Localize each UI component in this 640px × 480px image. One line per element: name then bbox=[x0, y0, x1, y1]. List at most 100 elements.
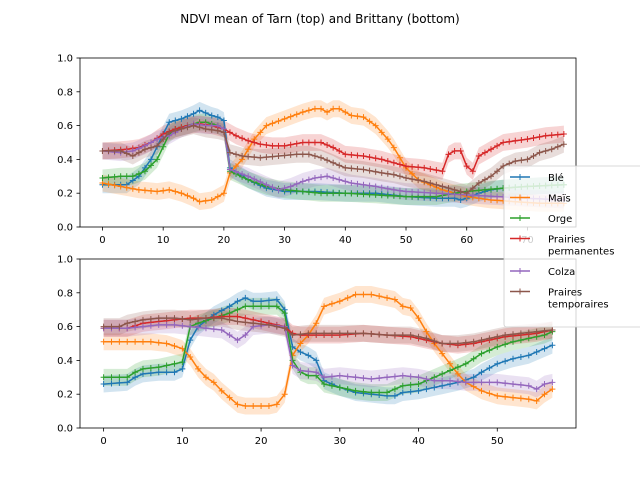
data-point bbox=[210, 326, 217, 333]
data-point bbox=[366, 154, 373, 161]
data-point bbox=[148, 156, 155, 163]
data-point bbox=[196, 107, 203, 114]
data-point bbox=[390, 171, 397, 178]
data-point bbox=[403, 188, 410, 195]
data-point bbox=[478, 387, 485, 394]
data-point bbox=[305, 189, 312, 196]
data-point bbox=[378, 184, 385, 191]
data-point bbox=[297, 367, 304, 374]
data-point bbox=[321, 330, 328, 337]
data-point bbox=[360, 114, 367, 121]
data-point bbox=[234, 318, 241, 325]
data-point bbox=[111, 182, 118, 189]
data-point bbox=[486, 365, 493, 372]
data-point bbox=[263, 122, 270, 129]
data-point bbox=[218, 315, 225, 322]
y-tick-label: 0.2 bbox=[57, 189, 73, 200]
data-point bbox=[470, 374, 477, 381]
data-point bbox=[275, 142, 282, 149]
data-point bbox=[488, 193, 495, 200]
data-point bbox=[391, 373, 398, 380]
data-point bbox=[533, 397, 540, 404]
data-point bbox=[409, 170, 416, 177]
data-point bbox=[163, 362, 170, 369]
data-point bbox=[226, 166, 233, 173]
data-point bbox=[299, 109, 306, 116]
data-point bbox=[135, 149, 142, 156]
data-point bbox=[116, 374, 123, 381]
y-tick-label: 0.4 bbox=[57, 356, 73, 367]
data-point bbox=[336, 298, 343, 305]
y-tick-label: 1.0 bbox=[57, 255, 73, 266]
data-point bbox=[116, 338, 123, 345]
data-point bbox=[348, 190, 355, 197]
series-band-2 bbox=[102, 113, 564, 205]
data-point bbox=[178, 190, 185, 197]
data-point bbox=[210, 379, 217, 386]
data-point bbox=[396, 173, 403, 180]
data-point bbox=[330, 190, 337, 197]
data-point bbox=[305, 151, 312, 158]
data-point bbox=[510, 394, 517, 401]
data-point bbox=[541, 345, 548, 352]
axes-frame bbox=[79, 258, 577, 429]
y-tick-label: 0.2 bbox=[57, 390, 73, 401]
data-point bbox=[415, 381, 422, 388]
data-point bbox=[463, 190, 470, 197]
data-point bbox=[234, 306, 241, 313]
data-point bbox=[179, 315, 186, 322]
data-point bbox=[431, 337, 438, 344]
data-point bbox=[494, 343, 501, 350]
data-point bbox=[376, 293, 383, 300]
data-point bbox=[475, 180, 482, 187]
data-point bbox=[187, 354, 194, 361]
data-point bbox=[218, 387, 225, 394]
data-point bbox=[265, 321, 272, 328]
data-point bbox=[439, 377, 446, 384]
data-point bbox=[390, 144, 397, 151]
data-point bbox=[390, 159, 397, 166]
data-point bbox=[141, 146, 148, 153]
y-tick-label: 1.0 bbox=[57, 54, 73, 65]
data-point bbox=[462, 339, 469, 346]
data-point bbox=[233, 168, 240, 175]
y-tick-label: 0.0 bbox=[57, 223, 73, 234]
legend-marker bbox=[517, 194, 523, 201]
data-point bbox=[330, 105, 337, 112]
data-point bbox=[160, 136, 167, 143]
data-point bbox=[354, 180, 361, 187]
data-point bbox=[342, 109, 349, 116]
axes-frame bbox=[79, 57, 577, 228]
data-point bbox=[445, 190, 452, 197]
data-point bbox=[407, 373, 414, 380]
data-point bbox=[263, 142, 270, 149]
data-point bbox=[293, 111, 300, 118]
data-point bbox=[494, 185, 501, 192]
data-point bbox=[530, 134, 537, 141]
data-point bbox=[421, 178, 428, 185]
data-point bbox=[554, 143, 561, 150]
series-line-1 bbox=[103, 293, 553, 407]
data-point bbox=[423, 375, 430, 382]
data-point bbox=[506, 138, 513, 145]
y-tick-label: 0.6 bbox=[57, 121, 73, 132]
data-point bbox=[439, 183, 446, 190]
x-tick-label: 40 bbox=[412, 436, 425, 447]
data-point bbox=[336, 330, 343, 337]
data-point bbox=[250, 320, 257, 327]
data-point bbox=[124, 325, 131, 332]
data-point bbox=[226, 149, 233, 156]
data-point bbox=[344, 386, 351, 393]
data-point bbox=[257, 154, 264, 161]
data-point bbox=[542, 147, 549, 154]
data-point bbox=[166, 186, 173, 193]
data-point bbox=[135, 170, 142, 177]
x-tick-label: 30 bbox=[278, 235, 291, 246]
data-point bbox=[481, 176, 488, 183]
data-point bbox=[384, 170, 391, 177]
data-point bbox=[399, 303, 406, 310]
data-point bbox=[481, 149, 488, 156]
data-point bbox=[384, 185, 391, 192]
data-point bbox=[234, 313, 241, 320]
data-point bbox=[124, 320, 131, 327]
